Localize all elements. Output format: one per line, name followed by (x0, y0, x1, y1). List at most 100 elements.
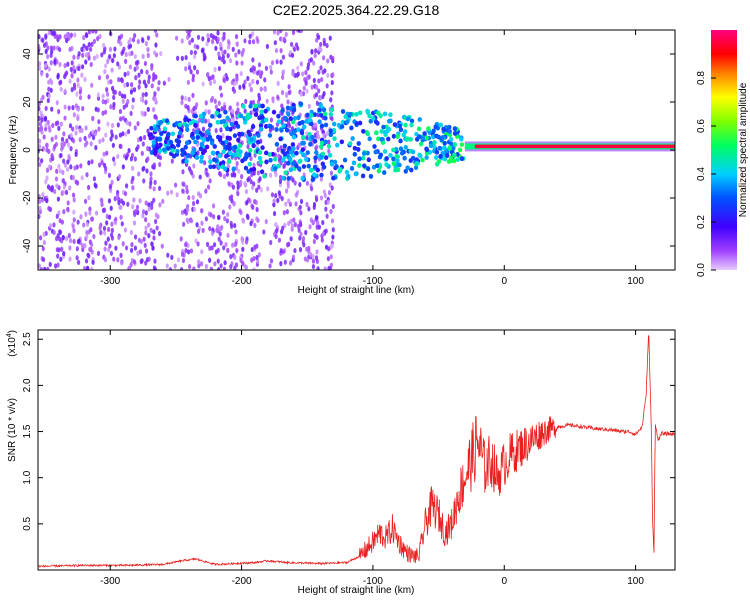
spectrogram-signal-cell (190, 131, 195, 137)
spectrogram-noise-cell (199, 261, 204, 267)
spectrogram-noise-cell (328, 35, 332, 41)
spectrogram-noise-cell (110, 227, 114, 234)
snr-multiplier-exp: 4 (6, 333, 13, 337)
spectrogram-signal-cell (344, 169, 350, 175)
spectrogram-noise-cell (326, 256, 330, 262)
spectrogram-noise-cell (121, 115, 125, 121)
spectrogram-noise-cell (41, 192, 45, 198)
spectrogram-noise-cell (116, 122, 120, 128)
spectrogram-signal-cell (409, 167, 414, 173)
spectrogram-noise-cell (289, 236, 293, 242)
snr-x-ticks: -300 -200 -100 0 100 (100, 330, 644, 587)
spectrogram-noise-cell (298, 181, 302, 188)
spectrogram-noise-cell (41, 246, 45, 252)
spectrogram-signal-cell (276, 113, 281, 119)
spectrogram-noise-cell (100, 201, 104, 208)
spectrogram-noise-cell (128, 37, 132, 43)
spectrogram-noise-cell (206, 118, 211, 124)
spectrogram-noise-cell (96, 107, 100, 113)
spectrogram-noise-cell (329, 254, 333, 260)
spectrogram-noise-cell (257, 62, 262, 68)
spectrogram-noise-cell (157, 80, 161, 86)
spectrogram-signal-cell (238, 149, 243, 155)
spectrogram-noise-cell (44, 41, 48, 47)
spectrogram-noise-cell (217, 65, 221, 72)
spectrogram-noise-cell (167, 76, 171, 83)
spectrogram-noise-cell (75, 180, 80, 186)
spectrogram-signal-cell (220, 140, 225, 146)
spectrogram-signal-cell (258, 159, 263, 165)
spectrogram-noise-cell (252, 162, 256, 168)
spectrogram-noise-cell (104, 165, 108, 172)
spectrogram-noise-cell (210, 39, 215, 45)
spectrogram-noise-cell (327, 148, 331, 154)
spectrogram-noise-cell (299, 61, 303, 67)
spectrogram-noise-cell (148, 184, 152, 190)
spectrogram-signal-cell (357, 110, 363, 116)
spectrogram-signal-cell (375, 120, 380, 126)
spectrogram-noise-cell (272, 30, 277, 35)
spectrogram-noise-cell (131, 204, 135, 210)
spectrogram-noise-cell (123, 190, 128, 197)
spectrogram-noise-cell (231, 108, 235, 114)
spectrogram-noise-cell (246, 177, 250, 183)
spectrogram-noise-cell (204, 216, 208, 222)
spectrogram-noise-cell (195, 222, 199, 228)
spectrogram-noise-cell (139, 136, 143, 142)
spectrogram-signal-cell (379, 129, 384, 134)
spectrogram-signal-cell (214, 110, 219, 116)
spectrogram-signal-cell (372, 144, 377, 149)
spectrogram-signal-cell (184, 140, 190, 146)
spectrogram-noise-cell (200, 208, 204, 214)
spectrogram-noise-cell (313, 233, 317, 239)
spectrogram-signal-cell (305, 112, 310, 118)
snr-multiplier-base: (x10 (7, 337, 18, 357)
spectrogram-signal-cell (432, 144, 437, 150)
spectrogram-signal-cell (351, 160, 357, 166)
spectrogram-noise-cell (75, 91, 79, 97)
spectrogram-noise-cell (314, 92, 319, 98)
spectrogram-noise-cell (197, 117, 201, 124)
spectrogram-signal-cell (420, 157, 425, 163)
spectrogram-noise-cell (174, 182, 178, 188)
spectrogram-noise-cell (215, 227, 219, 233)
spectrogram-noise-cell (75, 124, 79, 130)
spectrogram-noise-cell (305, 180, 310, 186)
spectrogram-signal-cell (280, 175, 286, 181)
spectrogram-signal-cell (391, 133, 397, 139)
spectrogram-noise-cell (256, 170, 261, 176)
spectrogram-signal-cell (391, 161, 397, 167)
spectrogram-noise-cell (74, 130, 78, 136)
spectrogram-noise-cell (38, 143, 42, 150)
spectrogram-noise-cell (200, 220, 204, 226)
spectrogram-noise-cell (214, 127, 218, 134)
spectrogram-noise-cell (152, 95, 156, 102)
spectrogram-noise-cell (103, 257, 108, 263)
spectrogram-noise-cell (264, 219, 268, 225)
spectrogram-signal-cell (349, 125, 354, 131)
spectrogram-noise-cell (195, 199, 200, 205)
spectrogram-noise-cell (207, 109, 211, 115)
spectrogram-noise-cell (129, 156, 134, 162)
spectrogram-signal-cell (395, 134, 400, 139)
spectrogram-noise-cell (93, 131, 97, 137)
spectrogram-noise-cell (58, 46, 62, 53)
spectrogram-noise-cell (83, 243, 87, 249)
spectrogram-noise-cell (175, 192, 179, 198)
spectrogram-noise-cell (113, 46, 117, 52)
spectrogram-noise-cell (287, 198, 291, 204)
spectrogram-signal-cell (384, 156, 389, 161)
spectrogram-noise-cell (310, 49, 314, 55)
spectrogram-signal-cell (447, 124, 452, 130)
x-tick-label: -100 (363, 576, 383, 587)
spectrogram-noise-cell (108, 46, 113, 52)
spectrogram-signal-cell (259, 169, 265, 175)
spectrogram-noise-cell (321, 219, 325, 226)
spectrogram-signal-cell (301, 164, 307, 169)
spectrogram-noise-cell (271, 98, 275, 104)
spectrogram-noise-cell (72, 209, 76, 215)
spectrogram-noise-cell (57, 125, 61, 131)
spectrogram-noise-cell (185, 184, 189, 190)
spectrogram-noise-cell (131, 165, 135, 172)
spectrogram-noise-cell (124, 131, 128, 137)
